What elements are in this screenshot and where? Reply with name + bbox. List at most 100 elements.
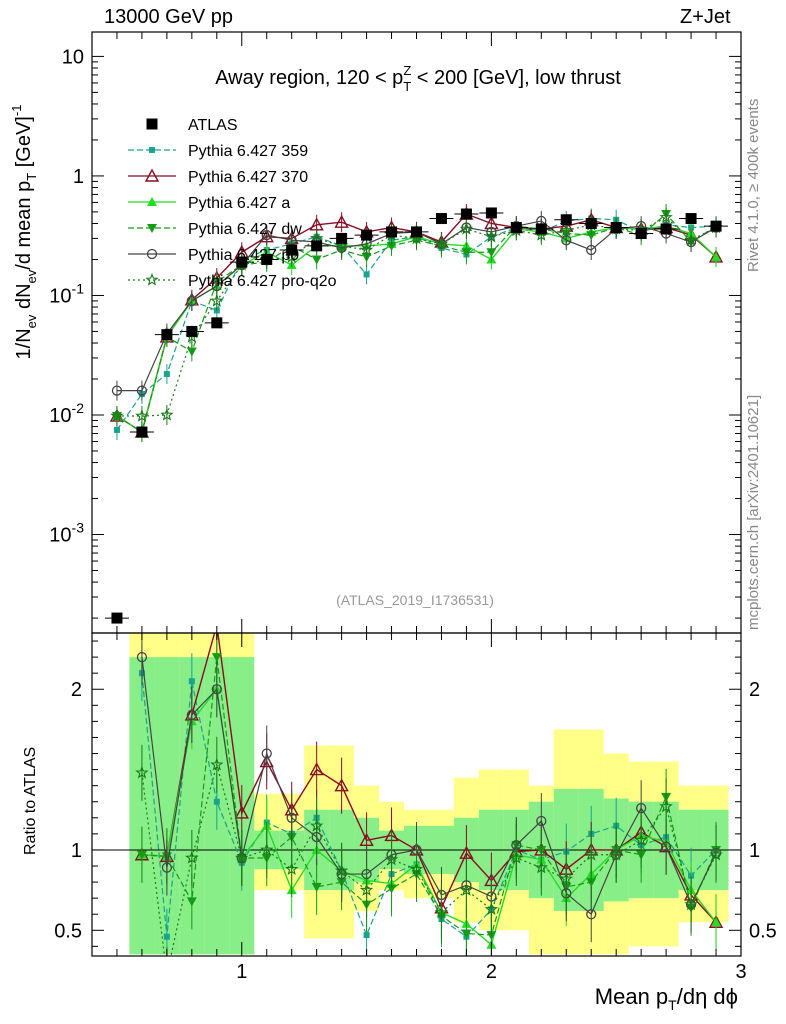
ratio-point-pythia-6-427-a	[711, 917, 722, 927]
main-point-pythia-6-427-pro-q2o	[359, 242, 374, 256]
main-point-atlas	[186, 325, 198, 337]
legend-label-pythia-6-427-pro-q2o: Pythia 6.427 pro-q2o	[188, 273, 337, 290]
ratio-line-pythia-6-427-pro-q2o	[141, 762, 717, 956]
ratio-line-pythia-6-427-359	[141, 673, 717, 938]
legend-label-pythia-6-427-370: Pythia 6.427 370	[188, 169, 308, 186]
main-point-atlas	[336, 232, 348, 244]
ratio-point-pythia-6-427-pro-q2o	[409, 862, 424, 875]
ratio-line-pythia-6-427-p0	[141, 657, 717, 916]
main-y-tick-label: 10-1	[49, 280, 84, 307]
ratio-point-pythia-6-427-370	[234, 805, 249, 819]
main-point-pythia-6-427-359	[113, 426, 120, 433]
ratio-point-pythia-6-427-pro-q2o	[135, 765, 149, 779]
main-y-tick-label: 10-3	[49, 520, 84, 547]
main-point-pythia-6-427-359	[363, 271, 370, 278]
ratio-point-pythia-6-427-p0	[261, 748, 272, 759]
text-group: Away region, 120 < pZ T < 200 [GeV], low …	[9, 63, 738, 1013]
main-point-atlas	[585, 217, 597, 229]
main-point-pythia-6-427-pro-q2o	[559, 223, 574, 237]
ratio-y-tick-label-right: 0.5	[749, 920, 777, 942]
legend-label-pythia-6-427-359: Pythia 6.427 359	[188, 143, 308, 160]
main-point-atlas	[236, 256, 248, 268]
main-point-atlas	[311, 240, 323, 252]
main-point-pythia-6-427-pro-q2o	[110, 408, 124, 422]
ratio-point-pythia-6-427-p0	[211, 684, 222, 695]
legend-label-pythia-6-427-dw: Pythia 6.427 dw	[188, 221, 302, 238]
analysis-watermark: (ATLAS_2019_I1736531)	[336, 592, 494, 608]
ratio-point-pythia-6-427-pro-q2o	[359, 882, 374, 896]
ratio-point-pythia-6-427-pro-q2o	[384, 852, 399, 866]
ratio-point-pythia-6-427-370	[309, 762, 324, 776]
main-point-atlas	[610, 222, 622, 234]
legend-marker-pythia-6-427-dw	[147, 224, 157, 233]
ratio-point-pythia-6-427-pro-q2o	[459, 882, 474, 896]
ratio-point-pythia-6-427-dw	[136, 850, 147, 860]
main-y-tick-label: 10-2	[49, 400, 84, 427]
ratio-point-pythia-6-427-pro-q2o	[709, 847, 723, 861]
main-y-tick-label: 1	[73, 166, 84, 188]
main-point-pythia-6-427-p0	[261, 229, 272, 241]
main-point-atlas	[136, 426, 148, 438]
legend-label-atlas: ATLAS	[188, 117, 238, 134]
ratio-point-pythia-6-427-pro-q2o	[634, 833, 648, 846]
x-tick-label: 3	[735, 961, 746, 983]
main-point-pythia-6-427-dw	[386, 241, 397, 251]
main-point-atlas	[535, 223, 547, 235]
main-point-atlas	[286, 244, 298, 256]
main-point-atlas	[485, 207, 497, 219]
ratio-y-tick-label-left: 2	[71, 679, 82, 701]
chart-title: Away region, 120 < pZ T < 200 [GeV], low …	[215, 63, 621, 94]
main-point-pythia-6-427-p0	[136, 385, 148, 396]
ratio-point-pythia-6-427-p0	[136, 651, 148, 663]
ratio-point-pythia-6-427-370	[359, 832, 374, 846]
ratio-point-pythia-6-427-359	[213, 798, 220, 805]
ratio-point-pythia-6-427-pro-q2o	[559, 871, 573, 885]
ratio-point-pythia-6-427-pro-q2o	[509, 850, 524, 864]
ratio-point-pythia-6-427-359	[188, 678, 195, 685]
main-point-pythia-6-427-p0	[186, 295, 197, 307]
main-point-atlas	[386, 226, 398, 238]
ratio-point-pythia-6-427-pro-q2o	[334, 863, 349, 877]
main-point-pythia-6-427-dw	[461, 248, 472, 258]
main-point-pythia-6-427-370	[334, 214, 349, 228]
main-point-atlas	[261, 253, 273, 265]
energy-label: 13000 GeV pp	[104, 6, 233, 28]
main-point-pythia-6-427-pro-q2o	[434, 236, 449, 250]
ratio-point-pythia-6-427-pro-q2o	[659, 799, 673, 813]
main-point-pythia-6-427-pro-q2o	[484, 229, 499, 243]
ratio-point-pythia-6-427-pro-q2o	[234, 850, 249, 864]
main-y-tick-label: 10	[62, 46, 84, 68]
ratio-point-pythia-6-427-p0	[286, 812, 297, 823]
ratio-y-tick-label-left: 1	[71, 840, 82, 862]
ratio-point-pythia-6-427-pro-q2o	[484, 902, 499, 916]
ratio-point-pythia-6-427-pro-q2o	[162, 970, 172, 980]
legend-marker-pythia-6-427-p0	[146, 248, 158, 260]
ratio-point-pythia-6-427-p0	[536, 815, 547, 827]
ratio-point-pythia-6-427-dw	[211, 653, 222, 663]
main-point-atlas	[685, 213, 697, 225]
legend-marker-pythia-6-427-359	[149, 147, 155, 153]
ratio-point-pythia-6-427-p0	[660, 841, 672, 852]
main-series-group	[104, 204, 729, 624]
ratio-y-tick-label-right: 1	[749, 840, 760, 862]
legend-marker-atlas	[146, 118, 158, 130]
legend-marker-pythia-6-427-pro-q2o	[145, 272, 159, 286]
ratio-point-pythia-6-427-pro-q2o	[284, 862, 299, 875]
main-point-pythia-6-427-a	[711, 251, 722, 261]
main-point-atlas	[460, 208, 472, 220]
ratio-point-pythia-6-427-pro-q2o	[260, 842, 274, 856]
ratio-point-pythia-6-427-pro-q2o	[609, 847, 623, 861]
ratio-point-pythia-6-427-pro-q2o	[185, 850, 199, 864]
main-point-atlas	[211, 317, 223, 329]
main-point-pythia-6-427-p0	[111, 385, 123, 396]
main-point-atlas	[435, 213, 447, 225]
main-point-atlas	[660, 223, 672, 235]
main-point-atlas	[510, 222, 522, 234]
main-point-atlas	[161, 329, 173, 341]
ratio-point-pythia-6-427-359	[363, 932, 370, 939]
legend-marker-pythia-6-427-a	[147, 197, 157, 206]
x-axis-label: Mean pT/dη dϕ	[595, 984, 738, 1013]
green-band-bin	[129, 657, 155, 955]
main-y-axis-label: 1/Nev dNev/d mean pT [GeV]-1	[9, 105, 39, 360]
